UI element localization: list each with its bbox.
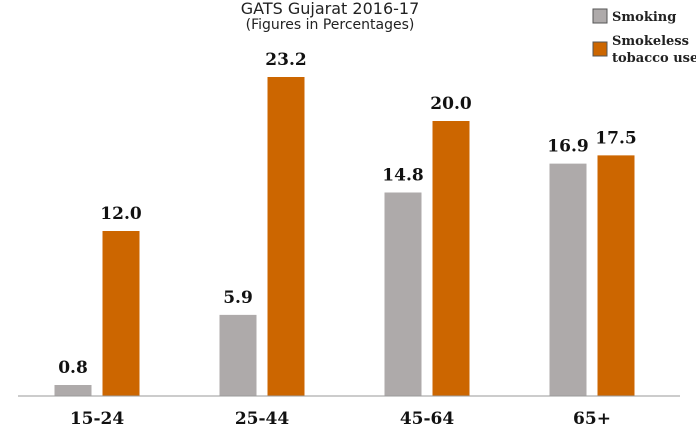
x-tick-label-65+: 65+ <box>573 409 611 429</box>
bar-smoking-15-24 <box>54 385 92 396</box>
data-label-smokeless-45-64: 20.0 <box>430 94 472 114</box>
data-label-smoking-15-24: 0.8 <box>58 358 88 378</box>
data-label-smokeless-65+: 17.5 <box>595 128 636 148</box>
x-tick-label-45-64: 45-64 <box>400 409 455 429</box>
bar-smokeless-25-44 <box>267 77 305 396</box>
x-tick-label-15-24: 15-24 <box>70 409 125 429</box>
legend-swatch-smokeless <box>592 41 608 57</box>
chart-subtitle: (Figures in Percentages) <box>246 17 415 33</box>
data-label-smoking-45-64: 14.8 <box>382 166 423 186</box>
data-label-smoking-65+: 16.9 <box>547 137 588 157</box>
x-tick-label-25-44: 25-44 <box>235 409 290 429</box>
bar-smokeless-15-24 <box>102 231 140 396</box>
data-label-smokeless-25-44: 23.2 <box>265 50 306 70</box>
chart-title: GATS Gujarat 2016-17 <box>241 0 420 18</box>
bar-smokeless-45-64 <box>432 121 470 396</box>
legend-swatch-smoking <box>592 8 608 24</box>
legend-label-smoking: Smoking <box>612 10 676 25</box>
bar-smoking-25-44 <box>219 314 257 396</box>
data-label-smoking-25-44: 5.9 <box>223 288 253 308</box>
bar-smokeless-65+ <box>597 155 635 396</box>
plot-area: 0.8 12.0 15-24 5.9 23.2 25-44 14.8 20.0 45-64 16.… <box>54 50 637 429</box>
data-label-smokeless-15-24: 12.0 <box>100 204 142 224</box>
legend: Smoking Smokeless tobacco use <box>592 8 696 66</box>
legend-label-smokeless-line2: tobacco use <box>612 51 696 66</box>
legend-label-smokeless-line1: Smokeless <box>612 34 689 49</box>
bar-smoking-65+ <box>549 163 587 396</box>
bar-smoking-45-64 <box>384 192 422 396</box>
